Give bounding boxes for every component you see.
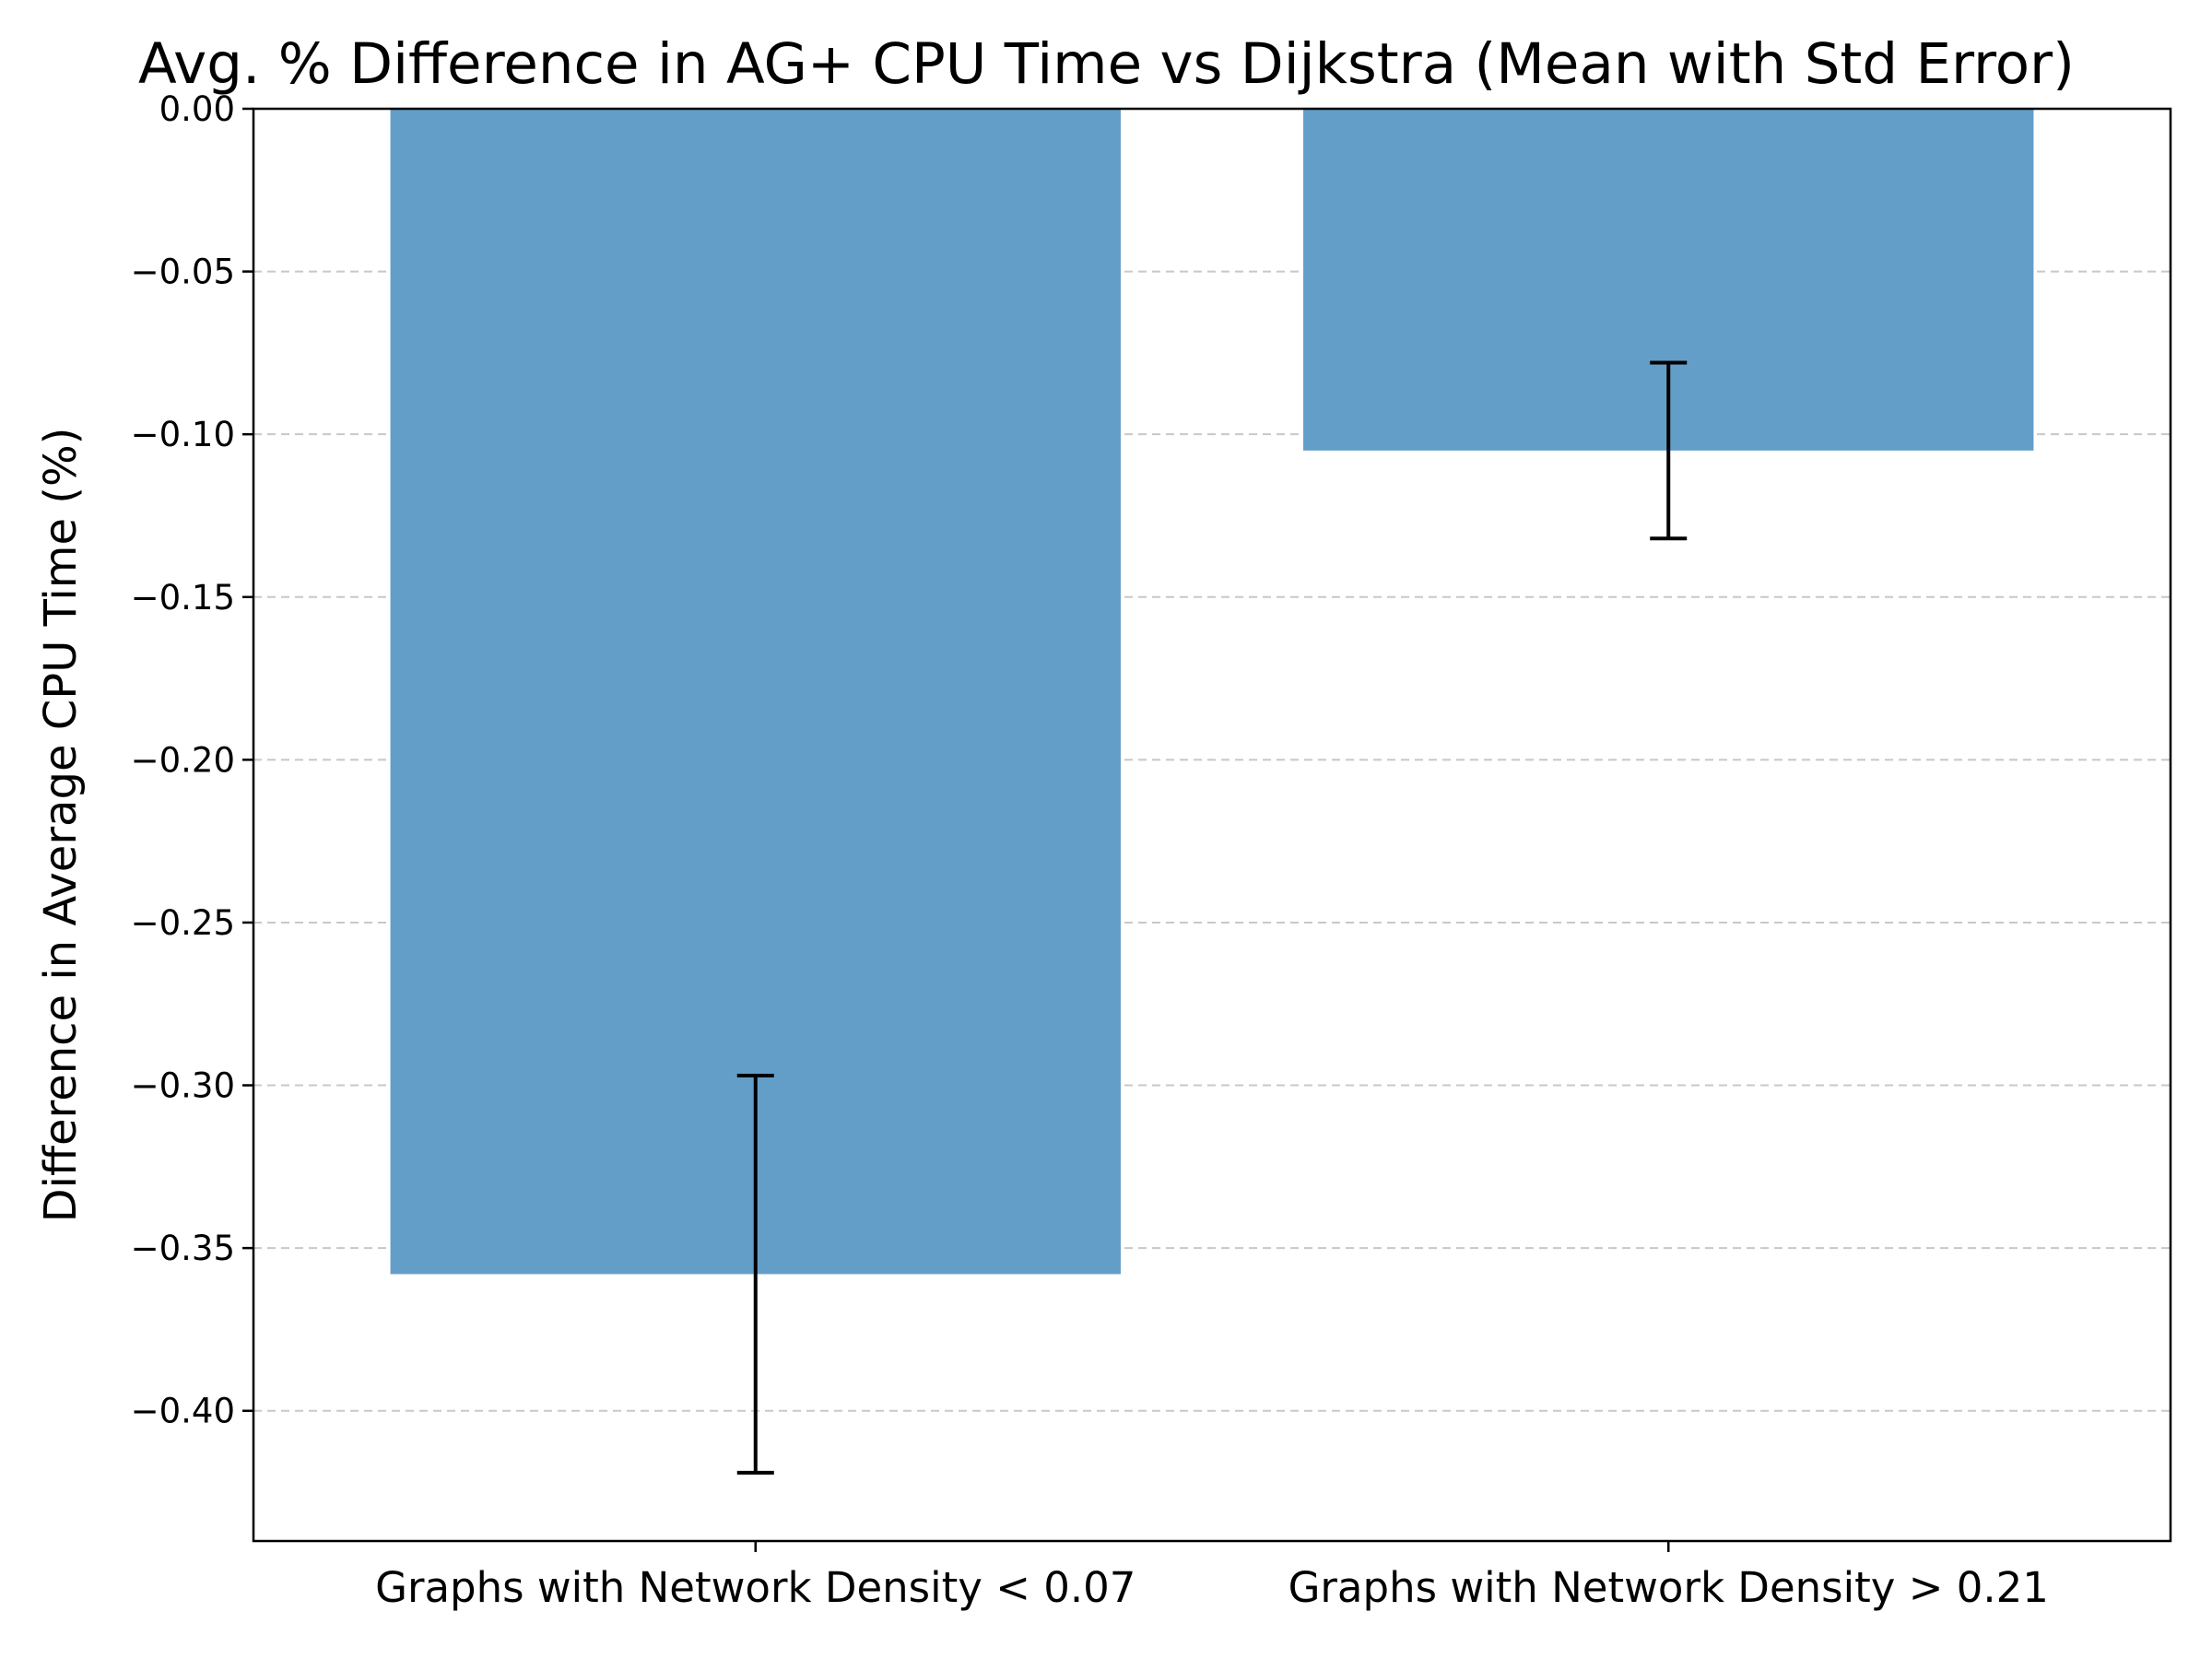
error-bars bbox=[736, 360, 1688, 1475]
plot-frame bbox=[252, 107, 2172, 1543]
y-tick-label: −0.05 bbox=[131, 253, 235, 292]
chart-title: Avg. % Difference in AG+ CPU Time vs Dij… bbox=[138, 31, 2075, 97]
y-axis-label: Difference in Average CPU Time (%) bbox=[35, 428, 87, 1223]
x-tick-label: Graphs with Network Density > 0.21 bbox=[1288, 1563, 2049, 1612]
x-axis-ticks: Graphs with Network Density < 0.07 Graphs… bbox=[375, 1541, 2049, 1612]
bars bbox=[390, 109, 2034, 1275]
y-tick-label: −0.15 bbox=[131, 578, 235, 618]
x-tick-label: Graphs with Network Density < 0.07 bbox=[375, 1563, 1135, 1612]
y-tick-label: −0.40 bbox=[131, 1392, 235, 1431]
y-axis-ticks: 0.00 −0.05 −0.10 −0.15 −0.20 −0.25 −0.30 −0.35 −… bbox=[131, 89, 253, 1431]
y-tick-label: −0.10 bbox=[131, 415, 235, 454]
y-tick-label: −0.25 bbox=[131, 903, 235, 943]
y-tick-label: −0.30 bbox=[131, 1066, 235, 1106]
y-tick-label: −0.20 bbox=[131, 740, 235, 780]
y-tick-label: 0.00 bbox=[159, 89, 235, 129]
y-tick-label: −0.35 bbox=[131, 1229, 235, 1268]
